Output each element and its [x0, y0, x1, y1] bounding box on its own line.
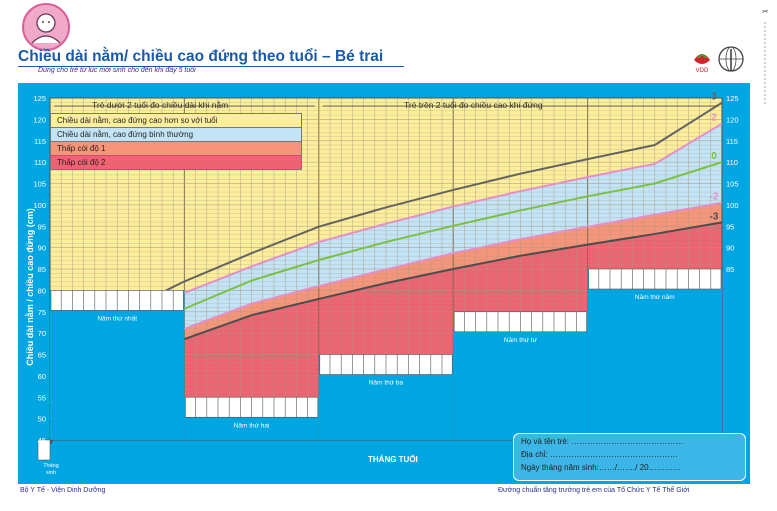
birth-strip — [37, 439, 51, 461]
series-label-3: 3 — [711, 92, 717, 103]
year-label: Năm thứ hai — [234, 422, 270, 429]
ytick-left: 120 — [33, 115, 46, 124]
ytick-right: 120 — [726, 115, 739, 124]
who-logo — [718, 46, 744, 72]
ytick-right: 90 — [726, 244, 734, 253]
legend: Chiều dài nằm, cao đứng cao hơn so với t… — [50, 113, 302, 170]
ytick-right: 125 — [726, 94, 739, 103]
page-title: Chiều dài nằm/ chiều cao đứng theo tuổi … — [18, 48, 384, 65]
ytick-left: 65 — [38, 351, 46, 360]
top-label-left: Trẻ dưới 2 tuổi đo chiều dài khi nằm — [92, 100, 229, 110]
ytick-left: 90 — [38, 244, 46, 253]
ylabel: Chiều dài nằm / chiều cao đứng (cm) — [25, 208, 35, 366]
dob-field[interactable]: Ngày tháng năm sinh:……/……./ 20………… — [521, 463, 681, 472]
year-label: Năm thứ nhất — [97, 313, 137, 322]
vdd-logo-text: VDD — [696, 68, 709, 74]
step-bg — [453, 311, 588, 440]
legend-item-stunted-2: Thấp còi độ 2 — [50, 156, 302, 170]
ytick-left: 70 — [38, 329, 46, 338]
series-label-2: 2 — [711, 113, 717, 124]
birth-label: Tháng sinh — [43, 463, 59, 476]
ytick-right: 85 — [726, 265, 734, 274]
side-decoration: ✂ — [762, 10, 769, 105]
address-field[interactable]: Địa chỉ: ………………………………………… — [521, 450, 678, 459]
legend-item-stunted-1: Thấp còi độ 1 — [50, 142, 302, 156]
series-label--2: -2 — [710, 192, 719, 203]
year-label: Năm thứ tư — [504, 337, 538, 344]
legend-item-normal: Chiều dài nằm, cao đứng bình thường — [50, 128, 302, 142]
ytick-left: 45 — [38, 436, 46, 445]
ytick-left: 125 — [33, 94, 46, 103]
child-info-form — [513, 433, 746, 481]
title-underline — [18, 66, 404, 67]
ytick-left: 50 — [38, 415, 46, 424]
name-field[interactable]: Họ và tên trẻ: …………………………………… — [521, 437, 684, 446]
ytick-right: 115 — [726, 137, 738, 146]
footer-right: Đường chuẩn tăng trưởng trẻ em của Tổ Ch… — [498, 487, 690, 494]
ytick-left: 75 — [38, 308, 46, 317]
ytick-left: 100 — [33, 201, 46, 210]
legend-item-tall: Chiều dài nằm, cao đứng cao hơn so với t… — [50, 113, 302, 128]
ytick-left: 55 — [38, 393, 46, 402]
step-bg — [50, 290, 185, 440]
ytick-left: 95 — [38, 222, 46, 231]
ytick-right: 100 — [726, 201, 739, 210]
series-label-0: 0 — [711, 151, 717, 162]
svg-text:✂: ✂ — [762, 10, 769, 16]
series-label--3: -3 — [710, 211, 719, 222]
page-subtitle: Dùng cho trẻ từ lúc mới sinh cho đến khi… — [38, 67, 196, 74]
ytick-left: 60 — [38, 372, 46, 381]
baby-icon — [31, 13, 61, 44]
top-label-right: Trẻ trên 2 tuổi đo chiều cao khi đứng — [404, 100, 543, 110]
year-label: Năm thứ năm — [635, 294, 675, 301]
ytick-left: 110 — [34, 158, 46, 167]
ytick-right: 105 — [726, 180, 739, 189]
year-label: Năm thứ ba — [369, 380, 404, 387]
footer-left: Bộ Y Tế - Viện Dinh Dưỡng — [20, 487, 106, 494]
ytick-right: 110 — [726, 158, 738, 167]
ytick-right: 95 — [726, 222, 734, 231]
ytick-left: 105 — [33, 180, 46, 189]
ytick-left: 80 — [38, 286, 46, 295]
step-bg — [587, 269, 722, 440]
ytick-left: 115 — [34, 137, 46, 146]
ytick-left: 85 — [38, 265, 46, 274]
xlabel: THÁNG TUỔI — [368, 455, 418, 464]
vdd-logo: VDD — [694, 54, 710, 74]
